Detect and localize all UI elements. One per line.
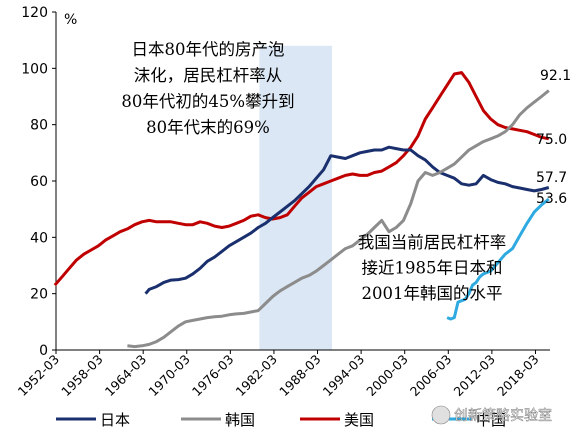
y-unit-label: % bbox=[64, 12, 77, 28]
x-tick-label: 1988-03 bbox=[276, 352, 324, 400]
end-label-日本: 57.7 bbox=[536, 170, 567, 186]
x-tick-label: 1994-03 bbox=[320, 352, 368, 400]
series-lines bbox=[53, 71, 550, 349]
watermark: 创新策略实验室 bbox=[431, 405, 552, 425]
x-tick-label: 1958-03 bbox=[58, 352, 106, 400]
series-line-日本 bbox=[144, 145, 550, 295]
x-tick-label: 1964-03 bbox=[102, 352, 150, 400]
axes bbox=[52, 11, 550, 354]
legend-label-日本: 日本 bbox=[100, 411, 130, 429]
series-line-韩国 bbox=[127, 89, 550, 349]
legend-label-韩国: 韩国 bbox=[225, 411, 255, 429]
x-tick-label: 2006-03 bbox=[407, 352, 455, 400]
end-labels: 92.1 75.0 57.7 53.6 bbox=[536, 68, 571, 207]
y-tick-label: 100 bbox=[21, 61, 48, 77]
y-tick-label: 0 bbox=[39, 343, 48, 359]
x-tick-label: 2000-03 bbox=[363, 352, 411, 400]
x-tick-label: 2012-03 bbox=[450, 352, 498, 400]
end-label-美国: 75.0 bbox=[536, 132, 567, 148]
annotation-line: 沫化，居民杠杆率从 bbox=[134, 66, 283, 85]
watermark-text: 创新策略实验室 bbox=[454, 407, 552, 424]
annotation-line: 我国当前居民杠杆率 bbox=[358, 233, 507, 252]
annotation-line: 80年代末的69% bbox=[146, 118, 270, 137]
end-label-韩国: 92.1 bbox=[540, 68, 571, 84]
x-tick-label: 1982-03 bbox=[233, 352, 281, 400]
legend: 日本 韩国 美国 中国 bbox=[56, 411, 506, 429]
annotation-line: 日本80年代的房产泡 bbox=[132, 40, 285, 59]
watermark-icon bbox=[431, 405, 451, 425]
y-tick-labels: 0 20 40 60 80 100 120 bbox=[21, 5, 48, 359]
y-tick-label: 20 bbox=[30, 287, 48, 303]
end-label-中国: 53.6 bbox=[536, 191, 567, 207]
y-tick-label: 120 bbox=[21, 5, 48, 21]
x-tick-labels: 1952-031958-031964-031970-031976-031982-… bbox=[15, 352, 542, 400]
annotation-line: 接近1985年日本和 bbox=[362, 259, 503, 278]
legend-label-中国: 中国 bbox=[476, 411, 506, 429]
annotation-line: 80年代初的45%攀升到 bbox=[121, 92, 294, 111]
x-tick-label: 1976-03 bbox=[189, 352, 237, 400]
y-tick-label: 40 bbox=[30, 230, 48, 246]
annotation-line: 2001年韩国的水平 bbox=[362, 284, 503, 303]
x-tick-label: 2018-03 bbox=[494, 352, 542, 400]
series-line-美国 bbox=[53, 71, 550, 287]
y-tick-label: 80 bbox=[30, 118, 48, 134]
y-tick-label: 60 bbox=[30, 174, 48, 190]
legend-label-美国: 美国 bbox=[344, 411, 374, 429]
series-line-中国 bbox=[446, 197, 550, 321]
x-tick-label: 1970-03 bbox=[145, 352, 193, 400]
